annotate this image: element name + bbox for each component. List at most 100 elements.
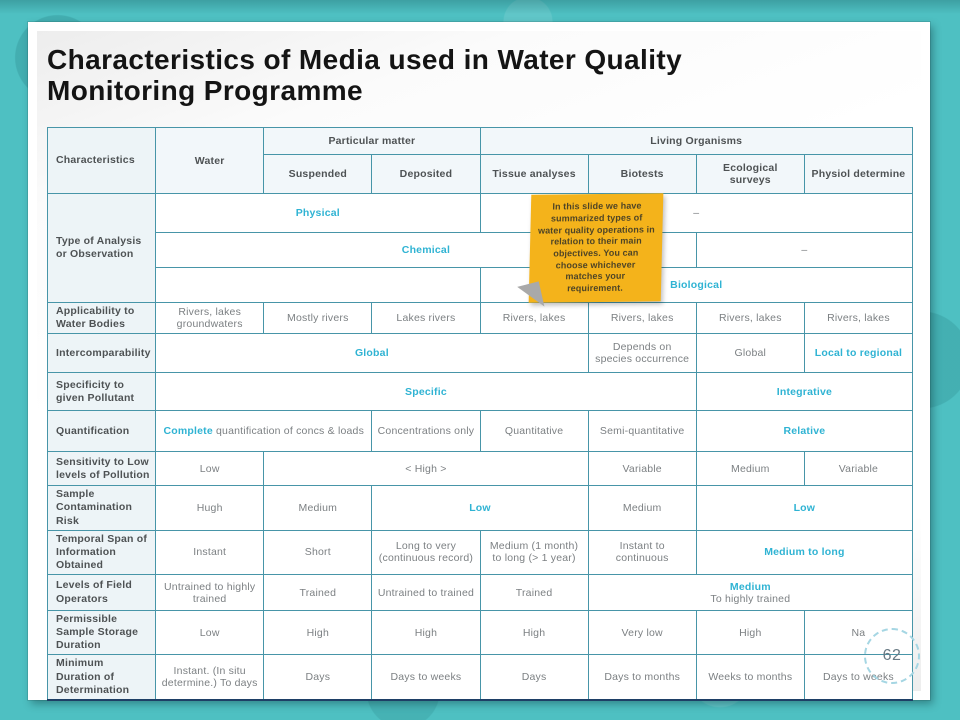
header-suspended: Suspended: [263, 154, 373, 194]
header-physiol-determine: Physiol determine: [803, 154, 914, 194]
row-min-duration: Minimum Duration of Determination Instan…: [46, 654, 914, 701]
row-sensitivity: Sensitivity to Low levels of Pollution L…: [46, 451, 914, 487]
table-cell: Untrained to highly trained: [155, 574, 265, 611]
header-tissue-analyses: Tissue analyses: [479, 154, 589, 194]
table-cell: Weeks to months: [695, 654, 805, 701]
cell-rest-text: To highly trained: [710, 592, 791, 605]
table-cell: Instant to continuous: [587, 529, 697, 576]
table-cell: Variable: [803, 451, 914, 487]
table-cell: Specific: [155, 372, 697, 412]
table-cell: Rivers, lakes: [695, 301, 805, 335]
table-cell: Medium: [587, 485, 697, 531]
row-label-min-duration: Minimum Duration of Determination: [46, 654, 157, 701]
table-cell: Complete quantification of concs & loads: [155, 410, 373, 453]
cell-biological-empty: [155, 267, 481, 303]
table-cell: Medium (1 month) to long (> 1 year): [479, 529, 589, 576]
table-cell: Low: [155, 451, 265, 487]
sticky-note-text: In this slide we have summarized types o…: [537, 200, 655, 294]
header-particular-matter: Particular matter: [263, 127, 481, 155]
row-contamination: Sample Contamination Risk Hugh Medium Lo…: [46, 485, 914, 531]
header-characteristics: Characteristics: [46, 127, 157, 194]
table-cell: Quantitative: [479, 410, 589, 453]
slide-content-area: Characteristics of Media used in Water Q…: [37, 31, 921, 701]
cell-accent-text: Complete: [163, 425, 213, 438]
table-cell: Concentrations only: [371, 410, 481, 453]
row-applicability: Applicability to Water Bodies Rivers, la…: [46, 301, 914, 335]
cell-physical: Physical: [155, 193, 481, 233]
table-cell: Global: [155, 333, 589, 374]
table-cell: Low: [155, 609, 265, 656]
table-cell: Hugh: [155, 485, 265, 531]
row-temporal: Temporal Span of Information Obtained In…: [46, 529, 914, 576]
row-label-applicability: Applicability to Water Bodies: [46, 301, 157, 335]
table-cell: Rivers, lakes: [479, 301, 589, 335]
table-cell: Medium To highly trained: [587, 574, 914, 611]
table-cell: Low: [371, 485, 589, 531]
row-label-storage: Permissible Sample Storage Duration: [46, 609, 157, 656]
header-living-organisms: Living Organisms: [479, 127, 913, 155]
table-cell: Untrained to trained: [371, 574, 481, 611]
table-cell: Depends on species occurrence: [587, 333, 697, 374]
header-row-2: Suspended Deposited Tissue analyses Biot…: [48, 154, 914, 194]
table-cell: Relative: [695, 410, 914, 453]
slide-card: Characteristics of Media used in Water Q…: [28, 22, 930, 701]
row-specificity: Specificity to given Pollutant Specific …: [46, 372, 914, 412]
row-label-quantification: Quantification: [46, 410, 157, 453]
table-cell: Instant. (In situ determine.) To days: [155, 654, 265, 701]
table-cell: Days: [263, 654, 373, 701]
table-cell: Global: [695, 333, 805, 374]
table-cell: Very low: [587, 609, 697, 656]
header-biotests: Biotests: [587, 154, 697, 194]
sticky-note: In this slide we have summarized types o…: [528, 193, 664, 303]
row-label-intercomparability: Intercomparability: [46, 333, 157, 374]
table-cell: Mostly rivers: [263, 301, 373, 335]
table-cell: Integrative: [695, 372, 914, 412]
row-type-analysis-biological: Biological: [48, 267, 913, 303]
row-operators: Levels of Field Operators Untrained to h…: [46, 574, 914, 611]
header-water: Water: [155, 127, 265, 194]
table-cell: Trained: [479, 574, 589, 611]
table-cell: Low: [695, 485, 914, 531]
cell-accent-text: Medium: [729, 580, 771, 593]
table-cell: High: [263, 609, 373, 656]
table-cell: Semi-quantitative: [587, 410, 697, 453]
row-label-specificity: Specificity to given Pollutant: [46, 372, 157, 412]
table-cell: Instant: [155, 529, 265, 576]
row-label-sensitivity: Sensitivity to Low levels of Pollution: [46, 451, 157, 487]
page-number-badge: 62: [864, 628, 920, 684]
table-cell: Rivers, lakes: [587, 301, 697, 335]
table-cell: High: [479, 609, 589, 656]
table-cell: Days: [479, 654, 589, 701]
row-type-analysis-chemical: Chemical –: [48, 232, 914, 268]
characteristics-table-wrap: Characteristics Water Particular matter …: [46, 127, 914, 701]
row-type-analysis-physical: Type of Analysis or Observation Physical…: [46, 193, 913, 303]
table-cell: Rivers, lakes groundwaters: [155, 301, 265, 335]
page-number: 62: [882, 647, 902, 664]
table-cell: Days to weeks: [371, 654, 481, 701]
table-cell: Medium to long: [695, 529, 914, 576]
header-deposited: Deposited: [371, 154, 481, 194]
table-cell: Rivers, lakes: [803, 301, 914, 335]
table-cell: Days to months: [587, 654, 697, 701]
row-quantification: Quantification Complete quantification o…: [46, 410, 914, 453]
table-cell: Trained: [263, 574, 373, 611]
row-intercomparability: Intercomparability Global Depends on spe…: [46, 333, 914, 374]
page-title-line2: Monitoring Programme: [47, 74, 364, 106]
table-cell: < High >: [263, 451, 589, 487]
table-cell: Lakes rivers: [371, 301, 481, 335]
row-label-type-of-analysis: Type of Analysis or Observation: [46, 193, 157, 303]
row-label-operators: Levels of Field Operators: [46, 574, 157, 611]
table-cell: Medium: [695, 451, 805, 487]
table-cell: Long to very (continuous record): [371, 529, 481, 576]
table-cell: High: [371, 609, 481, 656]
table-cell: Local to regional: [803, 333, 914, 374]
page-title-line1: Characteristics of Media used in Water Q…: [47, 44, 683, 75]
cell-rest-text: quantification of concs & loads: [212, 425, 365, 438]
cell-chemical-dash: –: [695, 232, 914, 268]
table-cell: Medium: [263, 485, 373, 531]
table-cell: Variable: [587, 451, 697, 487]
header-row-1: Characteristics Water Particular matter …: [46, 127, 913, 194]
row-label-temporal: Temporal Span of Information Obtained: [46, 529, 157, 576]
page-title: Characteristics of Media used in Water Q…: [37, 31, 921, 113]
